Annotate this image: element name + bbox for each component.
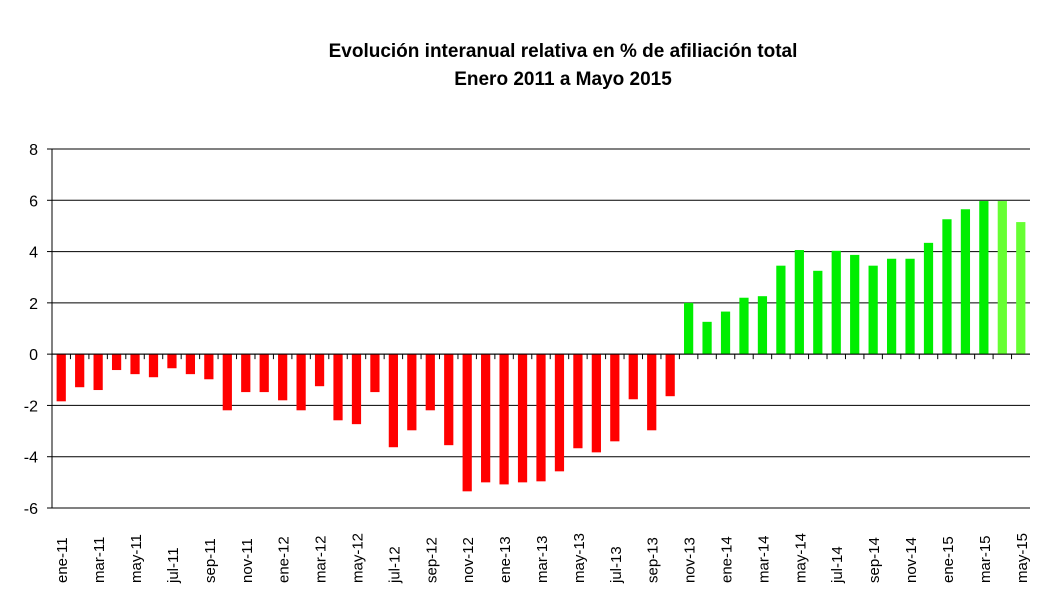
x-tick-label: jul-11 [165,547,182,584]
x-tick-label: jul-13 [608,546,625,584]
x-tick-label: ene-15 [940,536,957,583]
bar [610,354,620,442]
bar [591,354,601,453]
bar [222,354,232,411]
bar [850,254,860,355]
bar [333,354,343,421]
x-tick-label: ene-14 [719,536,736,583]
y-tick-label: 2 [29,296,38,313]
x-tick-label: may-15 [1014,533,1031,583]
bar [185,354,196,375]
bar [573,354,583,449]
bar [776,265,786,355]
y-tick-label: -6 [24,501,38,518]
bar [536,354,546,482]
bar [148,354,159,378]
bar [739,297,749,355]
bar [425,354,435,411]
bar [868,265,878,355]
bar [56,354,66,402]
x-tick-label: nov-14 [903,537,920,583]
x-tick-label: mar-11 [91,537,108,583]
x-tick-label: may-12 [349,533,366,583]
x-tick-label: nov-11 [239,538,256,583]
bar [259,354,269,393]
bar [554,354,565,472]
title-line: Evolución interanual relativa en % de af… [328,41,798,62]
x-tick-label: ene-13 [497,536,514,583]
y-tick-label: 8 [29,142,38,159]
bar [997,201,1007,355]
bar [167,354,177,369]
chart-title: Evolución interanual relativa en % de af… [0,38,1063,94]
x-tick-label: mar-13 [534,535,551,583]
bar [794,250,804,355]
y-tick-label: -2 [24,398,38,415]
bar [407,354,417,431]
x-tick-label: nov-12 [460,537,477,583]
bar [278,354,288,401]
bar [130,354,140,375]
y-tick-label: 0 [29,347,38,364]
x-tick-label: jul-12 [386,546,403,584]
bar [813,270,823,355]
bar [831,250,841,355]
bar [923,242,934,355]
bar [647,354,657,431]
x-tick-label: may-14 [792,533,809,583]
bar [241,354,251,393]
y-tick-label: -4 [24,450,38,467]
bar [499,354,509,485]
x-tick-label: mar-14 [755,535,772,583]
x-tick-label: jul-14 [829,546,846,584]
bar [886,258,897,355]
bar [388,354,398,448]
x-tick-label: sep-11 [202,538,219,583]
bar [444,354,454,446]
bar [702,321,712,355]
bar [462,354,472,492]
bar [665,354,675,397]
x-tick-label: may-11 [128,534,145,583]
bar [93,354,103,391]
bar [370,354,380,393]
x-tick-label: ene-11 [54,537,71,583]
x-tick-label: nov-13 [682,537,699,583]
x-tick-label: mar-12 [313,535,330,583]
bar [296,354,306,411]
bar [204,354,214,380]
y-tick-label: 4 [29,245,38,262]
x-tick-label: sep-13 [645,537,662,583]
bar [960,209,971,355]
x-tick-label: sep-14 [866,537,883,583]
x-tick-label: sep-12 [423,537,440,583]
bar [314,354,325,387]
bar [905,258,915,355]
x-tick-label: may-13 [571,533,588,583]
bar [979,201,989,355]
x-tick-label: mar-15 [977,535,994,583]
bar [628,354,638,400]
subtitle-line: Enero 2011 a Mayo 2015 [454,69,672,90]
bar [75,354,85,388]
x-tick-label: ene-12 [276,536,293,583]
bar [1016,222,1026,355]
bar [111,354,122,371]
bar [481,354,491,483]
bar [942,219,952,355]
bar [757,296,768,355]
bar [517,354,528,483]
bar [684,302,694,355]
y-tick-label: 6 [29,193,38,210]
bar [351,354,362,425]
bar [720,311,731,355]
